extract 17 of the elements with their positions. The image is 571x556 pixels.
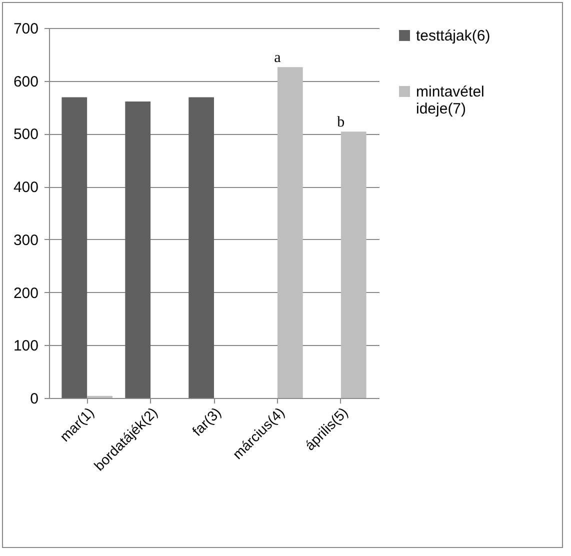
y-tick-label: 400 (13, 179, 38, 196)
y-tick-label: 500 (13, 126, 38, 144)
y-tick-label: 600 (13, 73, 38, 90)
y-tick-label: 100 (13, 338, 38, 355)
annotation: a (274, 50, 282, 66)
y-tick-label: 700 (13, 20, 38, 38)
legend-label: mintavétel ideje(7) (416, 84, 484, 118)
bar (277, 67, 303, 398)
bar (188, 97, 214, 398)
y-tick-label: 200 (13, 284, 38, 302)
legend-label: testtájak(6) (416, 28, 490, 44)
y-tick-label: 300 (13, 232, 38, 249)
bar (340, 132, 366, 398)
bar (62, 97, 88, 398)
annotation: b (337, 114, 345, 131)
bar (125, 101, 151, 398)
y-tick-label: 0 (30, 390, 38, 408)
